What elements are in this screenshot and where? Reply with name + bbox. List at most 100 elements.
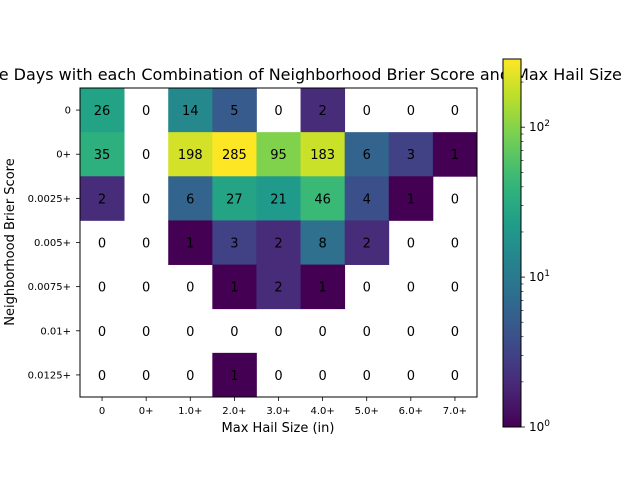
heatmap-cell [212,176,257,221]
chart-title: Separate Days with each Combination of N… [0,65,622,84]
cell-value-label: 46 [314,192,331,207]
heatmap-cell [212,264,257,310]
cell-value-label: 4 [363,192,371,207]
cell-value-label: 1 [230,281,238,296]
cell-value-label: 6 [363,148,371,163]
cell-value-label: 0 [186,369,194,384]
x-tick-label: 6.0+ [399,406,423,417]
cell-value-label: 0 [142,148,150,163]
heatmap-cell [80,132,125,177]
y-axis-label: Neighborhood Brier Score [3,158,18,325]
cell-value-label: 0 [142,192,150,207]
y-tick-label: 0 [65,106,71,117]
cell-value-label: 2 [274,237,282,252]
cell-value-label: 0 [142,237,150,252]
heatmap-cell [388,176,434,221]
cell-value-label: 2 [363,237,371,252]
heatmap-cell [256,132,301,177]
cell-value-label: 14 [182,104,199,119]
cell-value-label: 5 [230,104,238,119]
x-tick-label: 4.0+ [310,406,334,417]
cell-value-label: 2 [318,104,326,119]
cell-value-label: 0 [274,104,282,119]
y-tick-label: 0.0075+ [28,282,71,293]
cell-value-label: 0 [230,325,238,340]
cell-value-label: 0 [363,281,371,296]
heatmap-cell [168,88,213,133]
cell-value-label: 183 [310,148,335,163]
cell-value-label: 0 [318,369,326,384]
heatmap-cell [80,176,125,221]
y-tick-label: 0+ [56,150,71,161]
heatmap-cell [300,88,346,133]
heatmap-cell [300,176,346,221]
heatmap-cell [344,220,390,265]
colorbar-tick-label: 102 [529,119,550,134]
cell-value-label: 0 [451,192,459,207]
heatmap-cell [300,132,346,177]
colorbar-ticks: 100 101 102 [521,81,550,434]
cell-value-label: 21 [270,192,287,207]
colorbar [502,58,522,428]
cell-value-label: 1 [451,148,459,163]
cell-value-label: 0 [451,369,459,384]
heatmap-cell [300,264,346,310]
x-tick-label: 0+ [139,406,154,417]
cell-value-label: 27 [226,192,243,207]
cell-value-label: 1 [186,237,194,252]
cell-value-label: 0 [186,281,194,296]
heatmap-cell [256,176,301,221]
y-tick-label: 0.0025+ [28,194,71,205]
y-tick-label: 0.0125+ [28,370,71,381]
cell-value-label: 0 [407,325,415,340]
heatmap-cell [212,88,257,133]
cell-value-label: 1 [230,369,238,384]
x-axis-ticks: 0 0+ 1.0+ 2.0+ 3.0+ 4.0+ 5.0+ 6.0+ 7.0+ [99,397,467,417]
heatmap-cells [80,88,478,398]
cell-value-label: 95 [270,148,287,163]
cell-value-label: 0 [363,325,371,340]
heatmap-cell [212,132,257,177]
y-tick-label: 0.005+ [34,238,71,249]
heatmap-cell [300,220,346,265]
heatmap-cell [168,220,213,265]
cell-value-label: 2 [98,192,106,207]
y-tick-label: 0.01+ [40,326,71,337]
cell-value-label: 3 [407,148,415,163]
colorbar-tick-label: 100 [529,419,550,434]
cell-value-label: 0 [98,325,106,340]
cell-value-label: 0 [407,104,415,119]
heatmap-cell [168,176,213,221]
heatmap-cell [168,132,213,177]
x-tick-label: 0 [99,406,105,417]
cell-value-label: 0 [363,104,371,119]
heatmap-cell [256,264,301,310]
cell-value-label: 0 [142,325,150,340]
colorbar-tick-label: 101 [529,269,550,284]
cell-value-label: 0 [98,237,106,252]
cell-value-label: 0 [274,369,282,384]
x-tick-label: 5.0+ [355,406,379,417]
cell-value-label: 2 [274,281,282,296]
cell-value-label: 0 [407,237,415,252]
heatmap-cell [432,132,478,177]
heatmap-cell [212,352,257,398]
cell-value-label: 0 [98,369,106,384]
heatmap-cell [256,220,301,265]
cell-value-label: 0 [98,281,106,296]
cell-value-label: 0 [451,281,459,296]
cell-value-label: 0 [407,369,415,384]
cell-value-labels: 26 0 14 5 0 2 0 0 035 0 198 285 95 183 6 3 12 0 6 27 21 46 4 1 0… [94,104,459,384]
cell-value-label: 285 [222,148,247,163]
cell-value-label: 0 [451,104,459,119]
cell-value-label: 0 [451,237,459,252]
cell-value-label: 0 [451,325,459,340]
x-axis-label: Max Hail Size (in) [222,421,335,436]
cell-value-label: 0 [363,369,371,384]
cell-value-label: 3 [230,237,238,252]
cell-value-label: 0 [186,325,194,340]
heatmap-cell [388,132,434,177]
cell-value-label: 0 [142,281,150,296]
heatmap-cell [344,176,390,221]
cell-value-label: 0 [407,281,415,296]
